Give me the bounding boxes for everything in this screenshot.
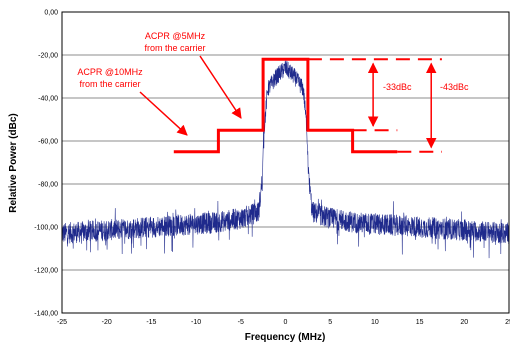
y-tick-label: -20,00 xyxy=(38,53,58,60)
annotation-33dbc: -33dBc xyxy=(383,82,412,92)
x-tick-label: 10 xyxy=(371,319,379,326)
x-tick-label: -20 xyxy=(102,319,112,326)
annotation-acpr5-line1: ACPR @5MHz xyxy=(145,31,206,41)
y-tick-label: -140,00 xyxy=(34,311,58,318)
arrow-acpr10 xyxy=(139,91,188,136)
x-axis-label: Frequency (MHz) xyxy=(245,332,326,343)
annotation-arrows xyxy=(139,55,437,149)
annotation-43dbc: -43dBc xyxy=(440,82,469,92)
x-tick-label: -5 xyxy=(238,319,244,326)
x-tick-label: 0 xyxy=(284,319,288,326)
y-tick-label: -120,00 xyxy=(34,268,58,275)
x-tick-label: 25 xyxy=(505,319,510,326)
x-tick-label: -25 xyxy=(57,319,67,326)
plot-frame xyxy=(61,11,510,314)
y-tick-label: 0,00 xyxy=(44,10,58,17)
annotation-acpr10-line2: from the carrier xyxy=(79,79,140,89)
spectrum-trace xyxy=(61,60,510,259)
acpr-mask xyxy=(173,57,442,154)
x-tick-label: 20 xyxy=(460,319,468,326)
y-tick-label: -60,00 xyxy=(38,139,58,146)
annotation-acpr10-line1: ACPR @10MHz xyxy=(77,67,143,77)
y-axis-label: Relative Power (dBc) xyxy=(8,113,19,212)
arrow-acpr5 xyxy=(199,55,242,119)
y-tick-labels: 0,00 -20,00 -40,00 -60,00 -80,00 -100,00 -120,… xyxy=(34,10,58,318)
y-tick-label: -40,00 xyxy=(38,96,58,103)
x-tick-label: -15 xyxy=(146,319,156,326)
y-tick-label: -80,00 xyxy=(38,182,58,189)
y-tick-label: -100,00 xyxy=(34,225,58,232)
x-tick-labels: -25 -20 -15 -10 -5 0 5 10 15 20 25 xyxy=(57,319,510,326)
x-tick-label: 5 xyxy=(328,319,332,326)
x-tick-label: 15 xyxy=(416,319,424,326)
mask-line xyxy=(173,57,398,154)
annotation-acpr5-line2: from the carrier xyxy=(144,43,205,53)
x-tick-label: -10 xyxy=(191,319,201,326)
spectrum-series xyxy=(61,60,510,259)
